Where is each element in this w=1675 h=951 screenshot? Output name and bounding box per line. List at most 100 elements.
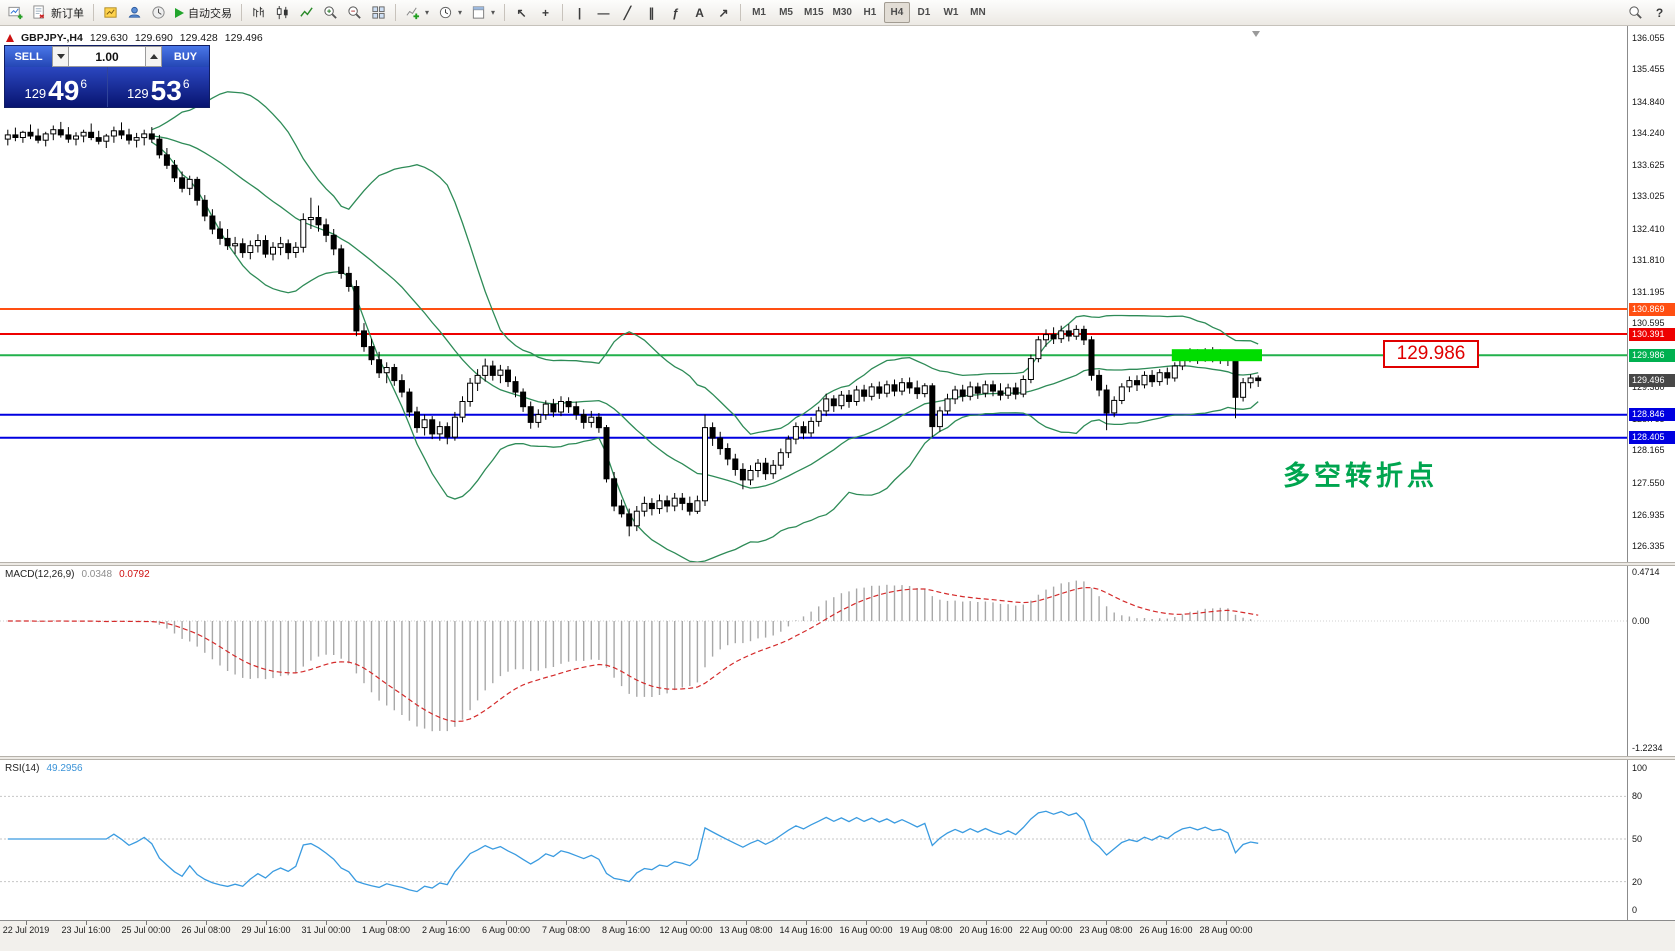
trendline-icon: ╱ [623, 5, 632, 20]
time-axis-tick [806, 921, 807, 925]
arrows-button[interactable]: ↗ [712, 2, 735, 23]
time-axis-tick [86, 921, 87, 925]
time-axis-label: 14 Aug 16:00 [779, 925, 833, 935]
time-axis-tick [386, 921, 387, 925]
zoom-out-icon [348, 6, 361, 19]
price-tag: 130.869 [1629, 302, 1675, 316]
autotrading-button[interactable]: 自动交易 [171, 2, 236, 23]
search-button[interactable] [1624, 2, 1647, 23]
autotrading-label: 自动交易 [188, 7, 232, 20]
trendline-button[interactable]: ╱ [616, 2, 639, 23]
toolbar-separator [504, 4, 506, 21]
price-axis-label: 126.335 [1632, 541, 1665, 551]
periods-button[interactable]: ▾ [434, 2, 466, 23]
line-chart-button[interactable] [295, 2, 318, 23]
macd-header: MACD(12,26,9) 0.0348 0.0792 [5, 569, 150, 580]
timeframe-d1-button[interactable]: D1 [911, 2, 937, 23]
time-axis-tick [26, 921, 27, 925]
price-tag: 129.986 [1629, 348, 1675, 362]
timeframe-m5-button[interactable]: M5 [773, 2, 799, 23]
timeframe-h1-button[interactable]: H1 [857, 2, 883, 23]
toolbar: 新订单 自动交易 [0, 0, 1675, 26]
zoom-in-button[interactable] [319, 2, 342, 23]
timeframe-mn-button[interactable]: MN [965, 2, 991, 23]
buy-price-big: 53 [150, 75, 182, 107]
vertical-line-button[interactable]: | [568, 2, 591, 23]
rsi-chart[interactable] [0, 760, 1627, 920]
panel-divider[interactable] [0, 756, 1675, 760]
data-window-button[interactable] [123, 2, 146, 23]
tile-windows-icon [372, 6, 385, 19]
candlestick-chart[interactable] [0, 26, 1627, 562]
price-tag: 128.405 [1629, 431, 1675, 445]
zoom-out-button[interactable] [343, 2, 366, 23]
toolbar-separator [93, 4, 94, 21]
candlestick-chart-button[interactable] [271, 2, 294, 23]
price-axis-label: 135.455 [1632, 64, 1665, 75]
time-axis-label: 20 Aug 16:00 [959, 925, 1013, 935]
time-axis-label: 13 Aug 08:00 [719, 925, 773, 935]
market-watch-button[interactable] [99, 2, 122, 23]
price-axis-label: 134.840 [1632, 96, 1665, 107]
crosshair-button[interactable]: + [534, 2, 557, 23]
panel-divider[interactable] [0, 562, 1675, 566]
macd-chart[interactable] [0, 566, 1627, 756]
timeframe-m30-button[interactable]: M30 [829, 2, 856, 23]
volume-input[interactable] [69, 46, 145, 67]
price-tag: 129.496 [1629, 374, 1675, 388]
time-axis[interactable]: 22 Jul 2019 23 Jul 16:00 25 Jul 00:00 26 Ju… [0, 920, 1675, 951]
help-icon: ? [1655, 5, 1664, 20]
one-click-prices: 129 49 6 129 53 6 [5, 67, 209, 107]
time-axis-label: 23 Aug 08:00 [1079, 925, 1133, 935]
channel-button[interactable]: ∥ [640, 2, 663, 23]
fibonacci-button[interactable]: ƒ [664, 2, 687, 23]
price-tag: 130.391 [1629, 327, 1675, 341]
time-axis-tick [506, 921, 507, 925]
timeframe-w1-button[interactable]: W1 [938, 2, 964, 23]
fibonacci-icon: ƒ [672, 5, 679, 20]
sell-price-button[interactable]: 129 49 6 [5, 67, 107, 107]
buy-button[interactable]: BUY [162, 46, 209, 67]
volume-increase-button[interactable] [145, 46, 162, 67]
autotrading-play-icon [175, 7, 184, 18]
buy-price-button[interactable]: 129 53 6 [107, 67, 209, 107]
template-icon [472, 6, 485, 19]
sell-button[interactable]: SELL [5, 46, 52, 67]
help-button[interactable]: ? [1648, 2, 1671, 23]
horizontal-line-button[interactable]: — [592, 2, 615, 23]
templates-button[interactable]: ▾ [467, 2, 499, 23]
timeframe-m15-button[interactable]: M15 [800, 2, 827, 23]
new-order-button[interactable]: 新订单 [28, 2, 88, 23]
price-axis[interactable]: 136.055 135.455 134.840 134.240 133.625 133.0… [1627, 26, 1675, 920]
tile-windows-button[interactable] [367, 2, 390, 23]
line-chart-icon [300, 7, 313, 17]
time-axis-tick [1226, 921, 1227, 925]
buy-price-prefix: 129 [126, 85, 149, 101]
chart-ohlc-header: GBPJPY-,H4 129.630 129.690 129.428 129.4… [6, 32, 263, 44]
cursor-button[interactable]: ↖ [510, 2, 533, 23]
crosshair-icon: + [542, 5, 550, 20]
timeframe-m1-button[interactable]: M1 [746, 2, 772, 23]
time-axis-tick [686, 921, 687, 925]
dropdown-caret-icon: ▾ [491, 8, 496, 17]
price-axis-label: 133.625 [1632, 160, 1665, 170]
channel-icon: ∥ [648, 5, 655, 20]
navigator-button[interactable] [147, 2, 170, 23]
price-annotation-box[interactable]: 129.986 [1383, 340, 1479, 368]
new-order-icon [33, 5, 45, 19]
new-chart-button[interactable] [4, 2, 27, 23]
indicators-button[interactable]: ▾ [401, 2, 433, 23]
toolbar-separator [241, 4, 242, 21]
timeframe-h4-button[interactable]: H4 [883, 2, 910, 23]
time-axis-tick [446, 921, 447, 925]
cursor-icon: ↖ [516, 5, 527, 20]
time-axis-label: 2 Aug 16:00 [421, 925, 471, 935]
one-click-controls: SELL BUY [5, 46, 209, 67]
volume-decrease-button[interactable] [52, 46, 69, 67]
rsi-value: 49.2956 [46, 763, 83, 774]
bar-chart-button[interactable] [247, 2, 270, 23]
text-button[interactable]: A [688, 2, 711, 23]
chart-symbol-label: GBPJPY-,H4 [21, 32, 83, 44]
time-axis-label: 25 Jul 00:00 [121, 925, 171, 935]
price-axis-label: 128.165 [1632, 445, 1665, 456]
